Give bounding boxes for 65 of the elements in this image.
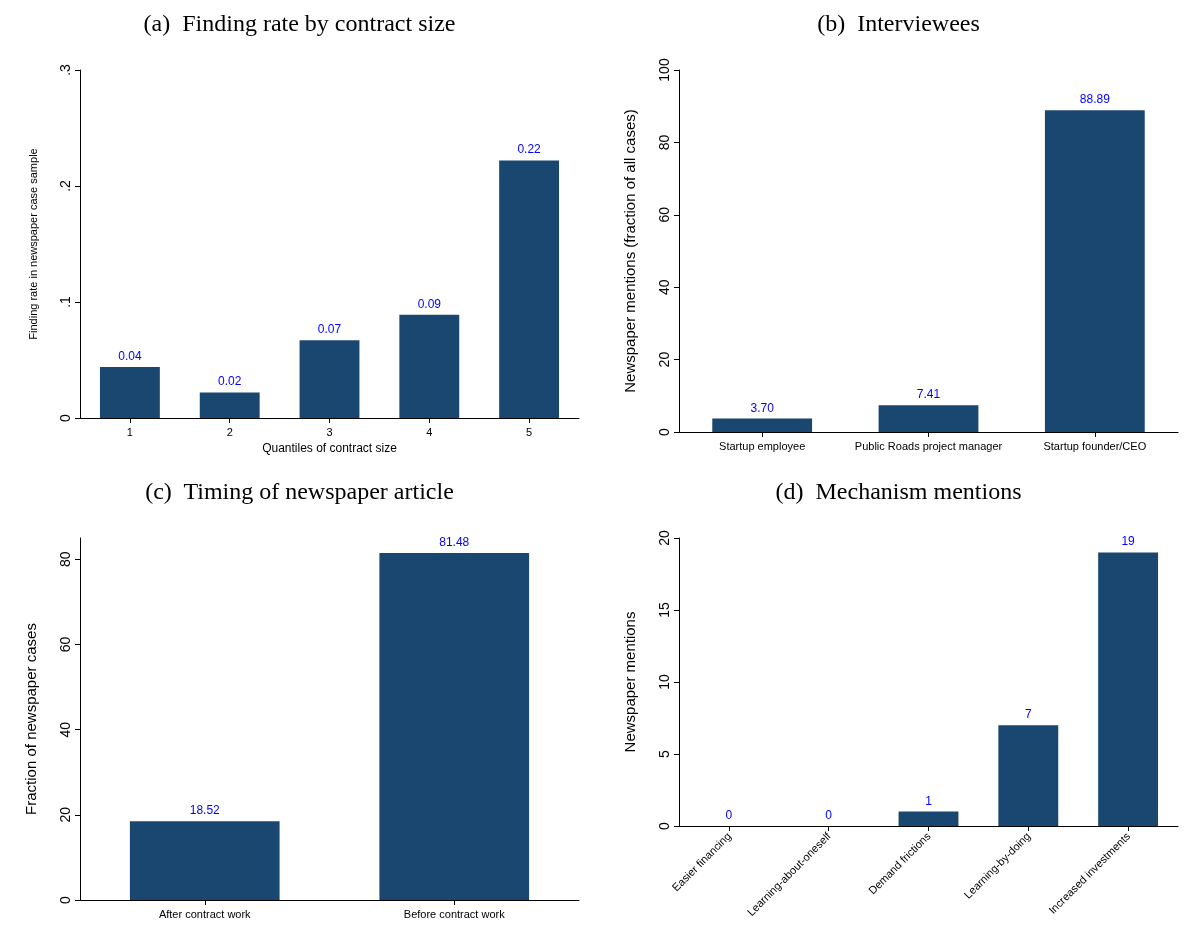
x-tick-label: 5 — [526, 425, 533, 438]
y-tick-label: 60 — [656, 206, 672, 223]
y-axis-title: Fraction of newspaper cases — [22, 623, 39, 815]
x-tick-label: 4 — [426, 425, 433, 438]
bar — [499, 160, 560, 418]
data-label: 3.70 — [750, 400, 775, 415]
x-tick-label: Before contract work — [403, 907, 506, 920]
data-label: 0.22 — [517, 142, 542, 157]
bar — [299, 340, 360, 418]
y-tick-label: 10 — [656, 674, 672, 690]
y-axis-title: Newspaper mentions — [621, 611, 638, 753]
bar — [199, 392, 260, 418]
data-label: 18.52 — [189, 803, 221, 818]
data-label: 81.48 — [439, 534, 470, 549]
bar — [1098, 552, 1159, 826]
x-tick-label: 2 — [226, 425, 233, 438]
bar — [99, 366, 160, 418]
data-label: 1 — [925, 793, 933, 808]
y-tick-label: .2 — [57, 179, 73, 192]
x-tick-label: Startup founder/CEO — [1043, 439, 1147, 452]
y-tick-label: .3 — [57, 63, 73, 76]
x-tick-label: Startup employee — [719, 439, 806, 452]
x-tick-label: Public Roads project manager — [854, 439, 1003, 452]
y-tick-label: 5 — [656, 749, 672, 758]
data-label: 0.02 — [218, 374, 242, 389]
y-tick-label: .1 — [57, 295, 73, 308]
chart-title: (d) Mechanism mentions — [775, 478, 1022, 504]
bar — [399, 314, 460, 418]
y-tick-label: 40 — [656, 279, 672, 295]
bar — [878, 405, 979, 432]
bar — [998, 725, 1059, 826]
y-tick-label: 20 — [656, 351, 672, 368]
data-label: 19 — [1121, 534, 1136, 549]
y-tick-label: 20 — [656, 530, 672, 546]
y-tick-label: 0 — [656, 427, 672, 436]
y-tick-label: 0 — [656, 821, 672, 830]
data-label: 7.41 — [916, 387, 941, 402]
x-axis-title: Quantiles of contract size — [262, 440, 398, 455]
data-label: 0 — [825, 808, 833, 822]
chart-title: (c) Timing of newspaper article — [145, 478, 454, 504]
y-tick-label: 80 — [57, 551, 73, 568]
data-label: 7 — [1024, 707, 1032, 722]
chart-title: (a) Finding rate by contract size — [143, 10, 456, 36]
y-axis-title: Finding rate in newspaper case sample — [26, 148, 39, 340]
data-label: 0.09 — [417, 296, 442, 311]
data-label: 0 — [725, 808, 733, 822]
y-tick-label: 0 — [57, 413, 73, 422]
x-tick-label: 1 — [126, 425, 133, 438]
y-tick-label: 100 — [656, 58, 672, 82]
data-label: 0.07 — [317, 322, 342, 337]
y-tick-label: 60 — [57, 636, 73, 653]
y-tick-label: 15 — [656, 602, 672, 618]
data-label: 0.04 — [118, 348, 142, 363]
data-label: 88.89 — [1079, 92, 1111, 107]
bar — [1044, 110, 1145, 432]
y-axis-title: Newspaper mentions (fraction of all cases) — [621, 109, 638, 393]
bar — [712, 418, 813, 432]
y-tick-label: 20 — [57, 806, 73, 823]
bar — [898, 811, 959, 826]
chart-title: (b) Interviewees — [817, 10, 980, 36]
x-tick-label: 3 — [326, 425, 333, 438]
y-tick-label: 80 — [656, 134, 672, 151]
y-tick-label: 40 — [57, 721, 73, 738]
x-tick-label: After contract work — [158, 907, 252, 920]
y-tick-label: 0 — [57, 895, 73, 904]
